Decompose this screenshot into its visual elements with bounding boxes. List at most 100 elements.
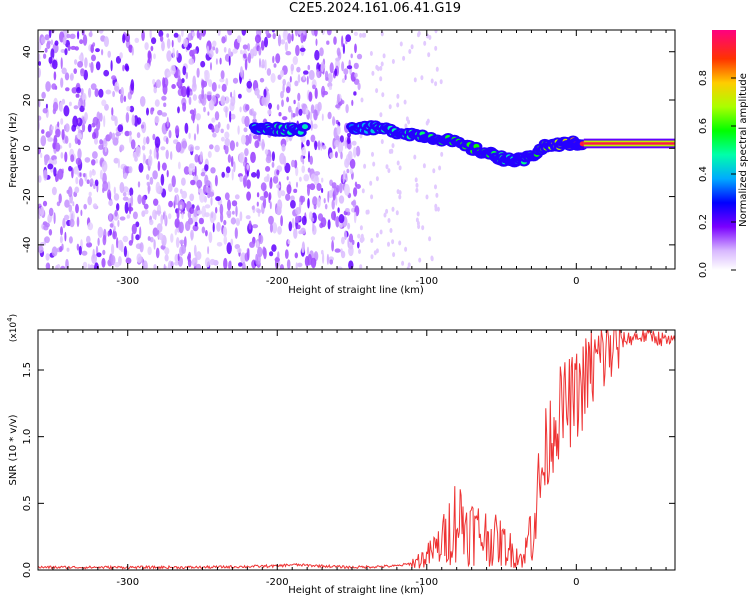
noise-speckle bbox=[56, 170, 60, 182]
noise-speckle bbox=[287, 239, 291, 245]
noise-speckle bbox=[44, 47, 48, 53]
noise-speckle bbox=[152, 227, 158, 237]
noise-speckle bbox=[261, 138, 265, 151]
noise-speckle bbox=[322, 90, 329, 96]
noise-speckle bbox=[270, 73, 276, 83]
noise-speckle bbox=[239, 175, 243, 182]
snr-multiplier-close: ) bbox=[9, 314, 19, 318]
noise-speckle bbox=[357, 233, 361, 239]
noise-speckle bbox=[64, 72, 70, 81]
noise-speckle bbox=[196, 123, 199, 135]
noise-speckle bbox=[252, 135, 259, 140]
noise-speckle bbox=[51, 125, 54, 131]
noise-speckle bbox=[204, 212, 210, 218]
noise-speckle bbox=[152, 78, 156, 85]
noise-speckle bbox=[331, 182, 337, 189]
noise-speckle bbox=[170, 64, 176, 75]
noise-speckle bbox=[105, 89, 112, 95]
noise-speckle bbox=[231, 169, 234, 181]
y-tick-label: 0.0 bbox=[22, 562, 33, 578]
noise-speckle bbox=[196, 179, 203, 189]
noise-speckle bbox=[98, 144, 104, 150]
noise-speckle bbox=[329, 152, 334, 159]
snr-xlabel: Height of straight line (km) bbox=[288, 585, 424, 596]
noise-speckle bbox=[415, 182, 419, 188]
noise-speckle bbox=[229, 140, 235, 152]
noise-speckle bbox=[155, 210, 162, 215]
noise-speckle bbox=[322, 145, 327, 150]
noise-speckle bbox=[99, 169, 103, 180]
noise-speckle bbox=[42, 200, 48, 207]
noise-speckle bbox=[272, 175, 279, 184]
noise-speckle bbox=[295, 106, 299, 117]
noise-speckle bbox=[402, 55, 406, 61]
noise-speckle bbox=[404, 123, 408, 129]
noise-speckle bbox=[145, 136, 150, 145]
noise-speckle bbox=[434, 203, 438, 209]
noise-speckle bbox=[124, 130, 130, 137]
noise-speckle bbox=[370, 194, 374, 200]
noise-speckle bbox=[259, 58, 261, 68]
noise-speckle bbox=[153, 86, 157, 94]
noise-speckle bbox=[60, 49, 66, 53]
noise-speckle bbox=[290, 200, 296, 209]
noise-speckle bbox=[277, 226, 282, 235]
noise-speckle bbox=[196, 67, 200, 78]
noise-speckle bbox=[91, 54, 96, 62]
noise-speckle bbox=[282, 78, 287, 86]
noise-speckle bbox=[251, 172, 257, 178]
noise-speckle bbox=[168, 200, 174, 208]
noise-speckle bbox=[207, 191, 211, 199]
noise-speckle bbox=[114, 209, 118, 217]
noise-speckle bbox=[193, 244, 197, 257]
noise-speckle bbox=[228, 55, 231, 66]
noise-speckle bbox=[152, 133, 156, 141]
noise-speckle bbox=[341, 236, 345, 245]
noise-speckle bbox=[313, 204, 317, 210]
noise-speckle bbox=[52, 159, 58, 165]
noise-speckle bbox=[185, 72, 188, 80]
noise-speckle bbox=[298, 108, 303, 116]
noise-speckle bbox=[196, 210, 202, 215]
noise-speckle bbox=[349, 168, 354, 175]
noise-speckle bbox=[127, 191, 130, 196]
noise-speckle bbox=[64, 231, 67, 242]
noise-speckle bbox=[223, 219, 227, 226]
noise-speckle bbox=[80, 68, 85, 77]
noise-speckle bbox=[79, 39, 84, 45]
noise-speckle bbox=[266, 68, 272, 76]
noise-speckle bbox=[209, 258, 216, 266]
noise-speckle bbox=[149, 149, 152, 156]
noise-speckle bbox=[207, 111, 210, 116]
noise-speckle bbox=[438, 165, 442, 171]
noise-speckle bbox=[361, 236, 365, 242]
spectrogram-x-ticks: -300 -200 -100 0 bbox=[52, 30, 667, 287]
noise-speckle bbox=[154, 136, 161, 148]
noise-speckle bbox=[224, 138, 231, 147]
noise-speckle bbox=[315, 38, 318, 46]
noise-speckle bbox=[279, 152, 285, 165]
noise-speckle bbox=[263, 191, 269, 198]
noise-speckle bbox=[98, 88, 104, 98]
noise-speckle bbox=[208, 99, 215, 111]
snr-x-ticks: -300 -200 -100 0 bbox=[52, 330, 667, 588]
noise-speckle bbox=[220, 70, 225, 80]
spectrogram-ylabel: Frequency (Hz) bbox=[8, 112, 19, 188]
noise-speckle bbox=[53, 71, 57, 81]
noise-speckle bbox=[359, 264, 363, 269]
noise-speckle bbox=[87, 263, 90, 269]
noise-speckle bbox=[436, 206, 440, 212]
noise-speckle bbox=[73, 68, 77, 74]
noise-speckle bbox=[89, 178, 94, 187]
noise-speckle bbox=[74, 186, 80, 194]
colorbar-tick-label: 0.8 bbox=[698, 70, 709, 86]
noise-speckle bbox=[185, 220, 191, 232]
noise-speckle bbox=[119, 144, 125, 152]
noise-speckle bbox=[161, 112, 168, 117]
noise-speckle bbox=[228, 47, 231, 56]
noise-speckle bbox=[327, 219, 331, 230]
noise-speckle bbox=[153, 148, 157, 159]
noise-speckle bbox=[239, 76, 242, 85]
noise-speckle bbox=[294, 30, 299, 37]
noise-speckle bbox=[211, 117, 216, 123]
